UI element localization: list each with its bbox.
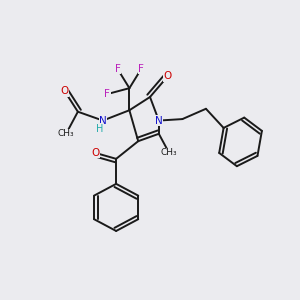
Text: CH₃: CH₃ (161, 148, 178, 158)
Text: F: F (138, 64, 144, 74)
Text: O: O (164, 71, 172, 81)
Text: F: F (115, 64, 121, 74)
Text: F: F (104, 89, 110, 99)
Text: CH₃: CH₃ (58, 129, 74, 138)
Text: O: O (92, 148, 100, 158)
Text: N: N (155, 116, 163, 126)
Text: N: N (99, 116, 107, 126)
Text: O: O (61, 86, 69, 96)
Text: H: H (96, 124, 103, 134)
